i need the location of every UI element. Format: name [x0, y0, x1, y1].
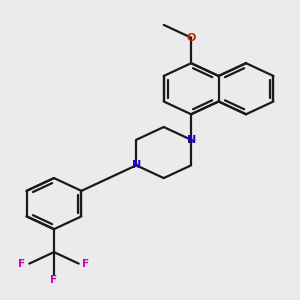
Text: O: O: [187, 33, 196, 43]
Text: F: F: [18, 259, 26, 269]
Text: F: F: [50, 274, 58, 284]
Text: F: F: [82, 259, 90, 269]
Text: N: N: [187, 135, 196, 145]
Text: N: N: [132, 160, 141, 170]
